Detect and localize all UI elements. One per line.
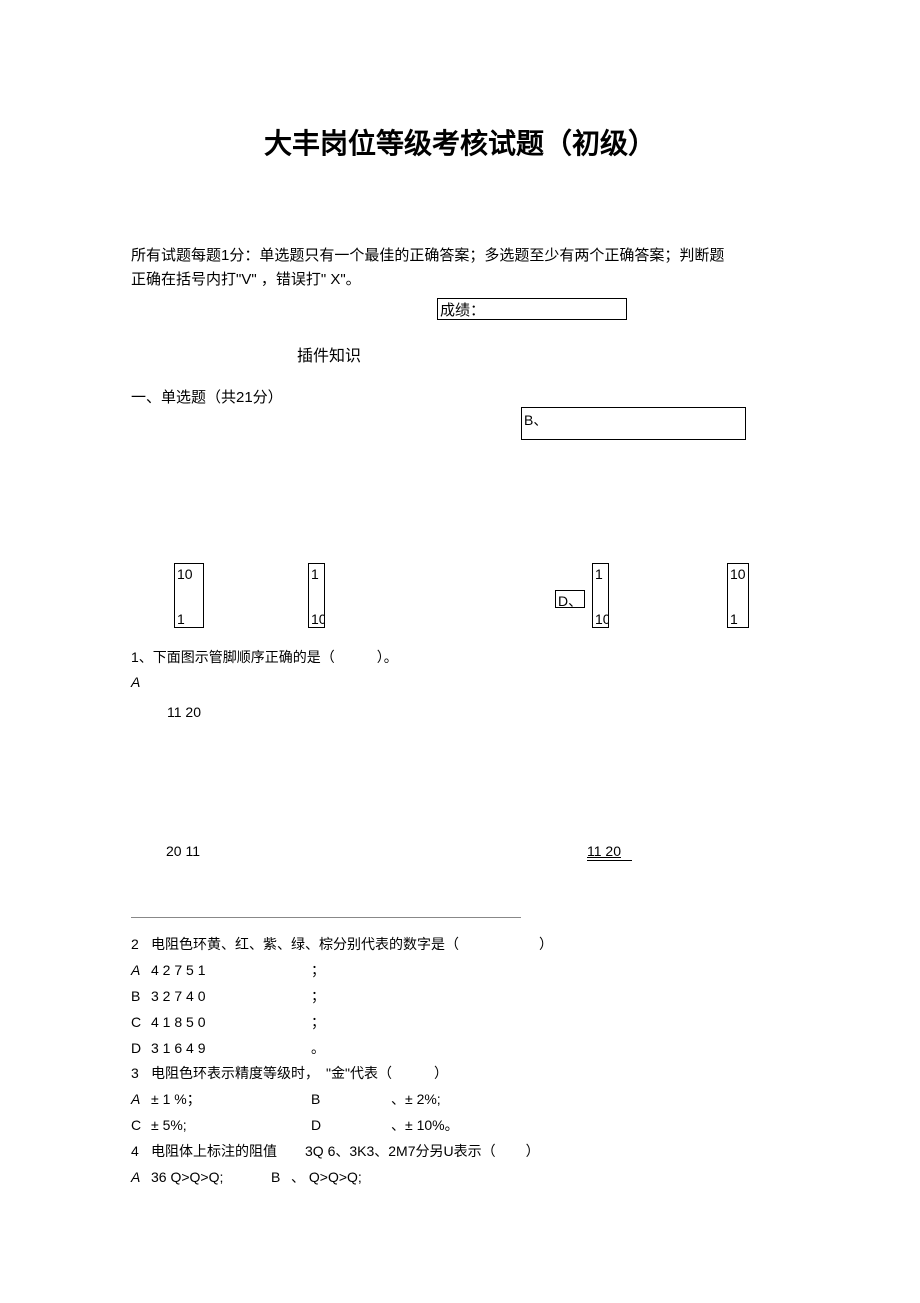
q2-num: 2: [131, 936, 151, 952]
q3b-label: B: [311, 1091, 391, 1107]
pin-box-2-top: 1: [311, 566, 322, 582]
q2c-sep: ；: [311, 1012, 325, 1032]
q4b-label: B: [271, 1169, 291, 1185]
q3a-val: ± 1 %；: [151, 1089, 311, 1109]
option-d-box: D、: [555, 590, 585, 608]
q4a-label: A: [131, 1169, 151, 1185]
q4-paren: ）: [526, 1141, 540, 1161]
q2-option-a: A 4 2 7 5 1 ；: [131, 960, 325, 980]
pin-box-1: 10 1: [174, 563, 204, 628]
q3c-label: C: [131, 1117, 151, 1133]
q2c-val: 4 1 8 5 0: [151, 1014, 311, 1030]
pin-box-3-bottom: 10: [595, 611, 609, 627]
pin-box-2: 1 10: [308, 563, 325, 628]
q3-num: 3: [131, 1065, 151, 1081]
q2d-label: D: [131, 1040, 151, 1056]
q1-right-number: 11 20: [587, 843, 632, 861]
q3a-label: A: [131, 1091, 151, 1107]
q3c-val: ± 5%;: [151, 1117, 311, 1133]
divider: [131, 917, 521, 918]
q2d-val: 3 1 6 4 9: [151, 1040, 311, 1056]
page-title: 大丰岗位等级考核试题（初级）: [0, 122, 920, 162]
q2-option-d: D 3 1 6 4 9 。: [131, 1038, 325, 1058]
q2-option-c: C 4 1 8 5 0 ；: [131, 1012, 325, 1032]
q1-a-number: 11 20: [167, 704, 201, 720]
instructions-text: 所有试题每题1分：单选题只有一个最佳的正确答案；多选题至少有两个正确答案；判断题…: [131, 244, 731, 292]
pin-box-2-bottom: 10: [311, 611, 325, 627]
q2-row: 2 电阻色环黄、红、紫、绿、棕分别代表的数字是（ ）: [131, 934, 553, 954]
subsection-title: 一、单选题（共21分）: [131, 386, 283, 407]
q2d-sep: 。: [311, 1038, 325, 1058]
section-title: 插件知识: [297, 342, 361, 366]
pin-box-4: 10 1: [727, 563, 749, 628]
q1-option-a: A: [131, 674, 140, 690]
q4a-val: 36 Q>Q>Q;: [151, 1169, 271, 1185]
q3-row: 3 电阻色环表示精度等级时， "金"代表（ ）: [131, 1063, 448, 1083]
q3b-val: 、± 2%;: [391, 1089, 441, 1109]
q3d-label: D: [311, 1117, 391, 1133]
q4-row: 4 电阻体上标注的阻值 3Q 6、3K3、2M7分另U表示（ ）: [131, 1141, 540, 1161]
q4-text: 电阻体上标注的阻值 3Q 6、3K3、2M7分另U表示（: [151, 1141, 496, 1161]
q2b-val: 3 2 7 4 0: [151, 988, 311, 1004]
q2a-val: 4 2 7 5 1: [151, 962, 311, 978]
q2b-label: B: [131, 988, 151, 1004]
pin-box-3: 1 10: [592, 563, 609, 628]
q1-text: 1、下面图示管脚顺序正确的是（ ）。: [131, 647, 398, 667]
option-b-box: B、: [521, 407, 746, 440]
pin-box-3-top: 1: [595, 566, 606, 582]
q2b-sep: ；: [311, 986, 325, 1006]
q4-option-a: A 36 Q>Q>Q; B 、 Q>Q>Q;: [131, 1167, 362, 1187]
pin-box-1-bottom: 1: [177, 611, 185, 627]
q2a-label: A: [131, 962, 151, 978]
q2-paren: ）: [539, 934, 553, 954]
q3-text: 电阻色环表示精度等级时， "金"代表（ ）: [151, 1063, 448, 1083]
pin-box-4-top: 10: [730, 566, 746, 582]
pin-box-4-bottom: 1: [730, 611, 738, 627]
pin-box-1-top: 10: [177, 566, 201, 582]
q3d-val: 、± 10%。: [391, 1115, 459, 1135]
q2a-sep: ；: [311, 960, 325, 980]
q4-num: 4: [131, 1143, 151, 1159]
q2-option-b: B 3 2 7 4 0 ；: [131, 986, 325, 1006]
q3-option-c: C ± 5%; D 、± 10%。: [131, 1115, 459, 1135]
q4b-val: 、 Q>Q>Q;: [291, 1167, 362, 1187]
q3-option-a: A ± 1 %； B 、± 2%;: [131, 1089, 441, 1109]
q1-left-number: 20 11: [166, 843, 200, 859]
score-box: 成绩：: [437, 298, 627, 320]
q2-text: 电阻色环黄、红、紫、绿、棕分别代表的数字是（: [151, 934, 459, 954]
q2c-label: C: [131, 1014, 151, 1030]
